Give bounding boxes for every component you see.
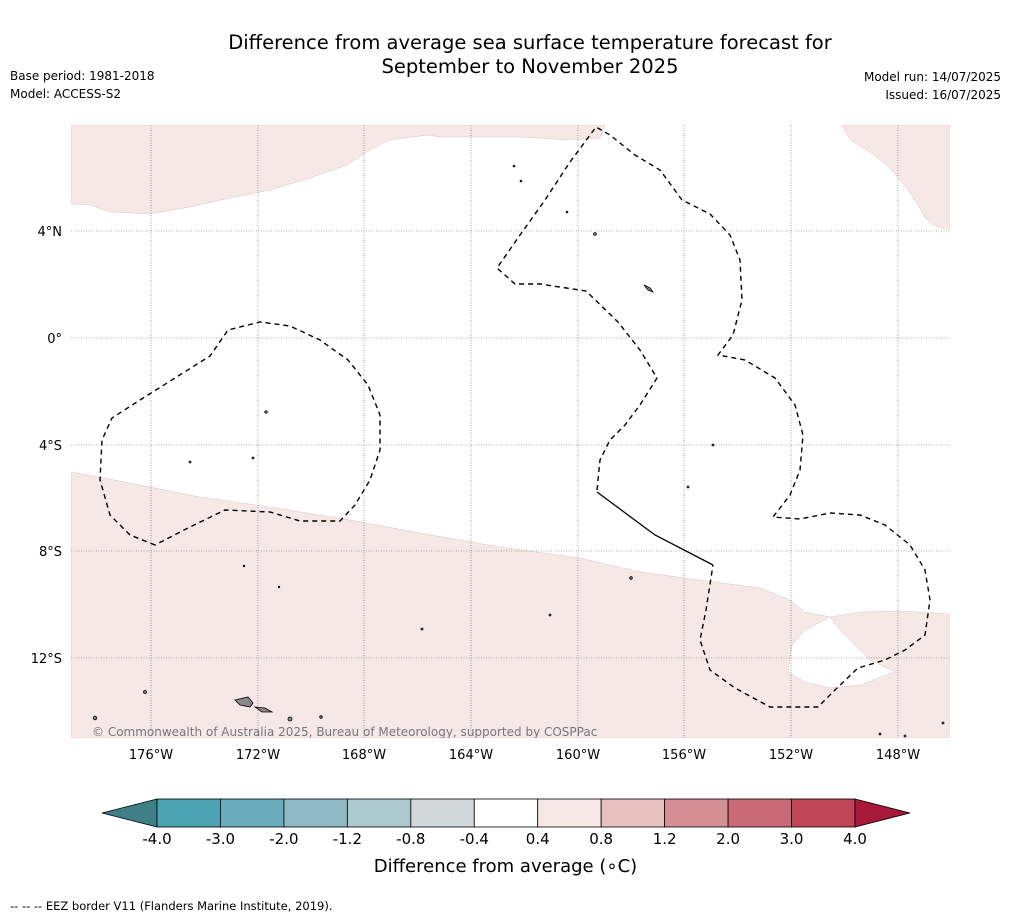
colorbar-tick-label: -4.0 [142,830,172,848]
colorbar-tick-label: 2.0 [716,830,741,848]
base-period: Base period: 1981-2018 [10,69,155,83]
colorbar-segment [283,798,348,828]
anomaly-region-northeast [841,125,950,231]
model-run: Model run: 14/07/2025 [863,70,1001,84]
colorbar-segment [220,798,285,828]
copyright-notice: © Commonwealth of Australia 2025, Bureau… [92,725,597,739]
island-upolu [253,706,274,713]
map-area: © Commonwealth of Australia 2025, Bureau… [71,125,950,739]
lon-label-148w: 148°W [876,748,920,763]
colorbar-segment [346,798,412,828]
lat-label-8s: 8°S [39,545,62,560]
lat-label-12s: 12°S [31,652,62,667]
lat-label-0: 0° [47,332,62,347]
colorbar-title: Difference from average (∘C) [373,856,638,877]
colorbar-tick-label: 3.0 [779,830,804,848]
colorbar-segment [664,798,729,828]
lat-label-4n: 4°N [38,225,63,240]
colorbar-segment [791,798,856,828]
colorbar-tick-label: -0.4 [459,830,489,848]
islands [92,164,945,738]
colorbar-segment [727,798,792,828]
colorbar-tick-label: 4.0 [843,830,867,848]
eez-border-solid-segment [596,491,714,566]
eez-borders [99,126,931,708]
lon-label-172w: 172°W [236,748,280,763]
colorbar-tick-label: 0.8 [589,830,614,848]
island-tutuila [287,716,293,722]
lon-label-160w: 160°W [556,748,600,763]
colorbar-tick-label: -0.8 [396,830,426,848]
title-line-2: September to November 2025 [381,55,679,78]
gridlines [71,125,950,738]
lat-label-4s: 4°S [39,439,62,454]
colorbar-segment [537,798,602,828]
anomaly-region-south [71,471,950,738]
colorbar-segment [156,798,221,828]
model-info: Base period: 1981-2018 Model: ACCESS-S2 [10,67,155,103]
colorbar-tick-label: 1.2 [652,830,677,848]
eez-footnote: -- -- -- EEZ border V11 (Flanders Marine… [10,899,333,913]
colorbar-tick-label: -3.0 [205,830,236,848]
map-title: Difference from average sea surface temp… [120,31,940,79]
model-name: Model: ACCESS-S2 [10,87,122,101]
lon-label-152w: 152°W [769,748,813,763]
colorbar-tick-label: -1.2 [332,830,362,848]
colorbar-extend-high [854,798,911,828]
colorbar-segment [410,798,475,828]
longitude-labels: 176°W 172°W 168°W 164°W 160°W 156°W 152°… [129,748,920,763]
neutral-pocket [787,616,896,689]
issued-date: Issued: 16/07/2025 [885,88,1001,102]
colorbar [101,798,911,828]
colorbar-segment [600,798,666,828]
lon-label-156w: 156°W [662,748,706,763]
lon-label-164w: 164°W [449,748,493,763]
colorbar-extend-low [101,798,158,828]
colorbar-tick-label: -2.0 [269,830,299,848]
eez-border-west [99,321,381,546]
lon-label-168w: 168°W [342,748,386,763]
lon-label-176w: 176°W [129,748,173,763]
eez-border-central [496,126,931,708]
run-info: Model run: 14/07/2025 Issued: 16/07/2025 [864,68,1001,104]
title-line-1: Difference from average sea surface temp… [228,31,832,54]
colorbar-segment [473,798,539,828]
latitude-labels: 4°N 0° 4°S 8°S 12°S [31,225,62,667]
island-savaii [234,696,254,708]
anomaly-region-north [71,125,606,215]
colorbar-tick-label: 0.4 [525,830,550,848]
